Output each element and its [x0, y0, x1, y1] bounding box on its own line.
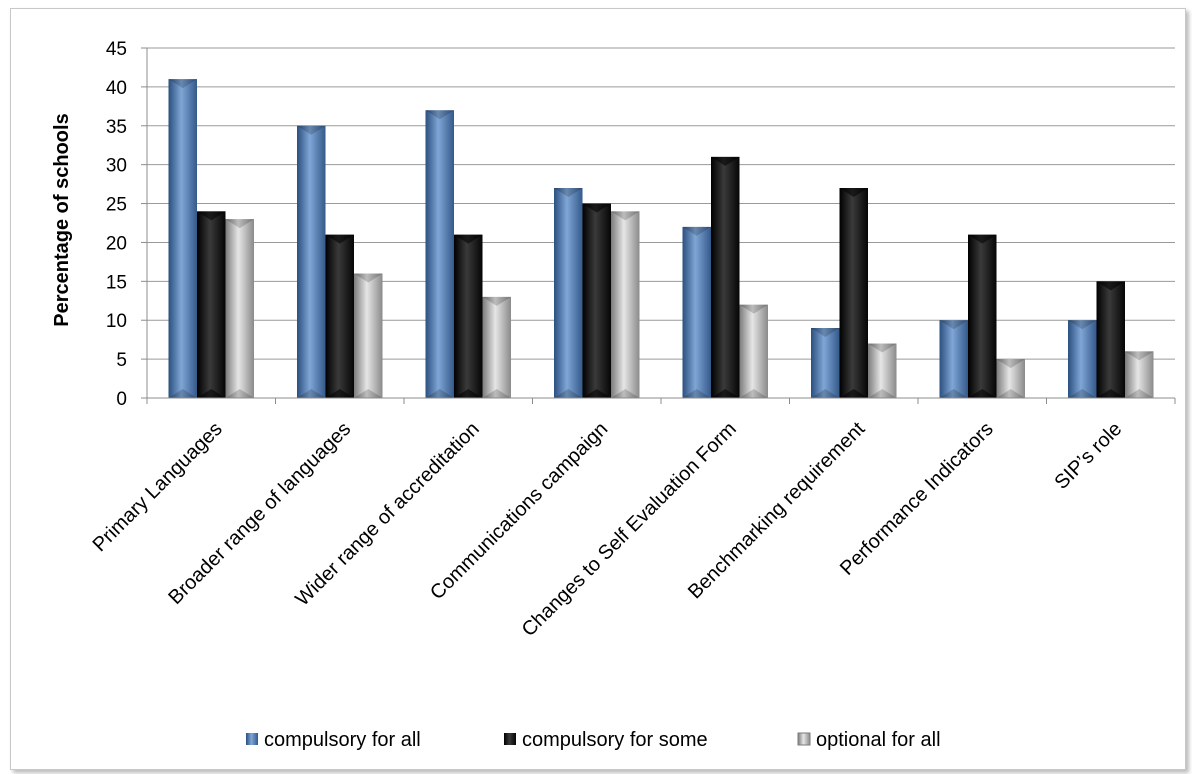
bar-2-3	[611, 211, 640, 398]
bar-0-3	[554, 188, 583, 398]
bar-1-0	[197, 211, 226, 398]
bar-bottom-bevel	[811, 389, 840, 398]
y-tick-label: 35	[106, 117, 127, 138]
bar-2-1	[354, 273, 383, 398]
bar-bottom-bevel	[868, 389, 897, 398]
bar-top-bevel	[554, 188, 583, 197]
legend-label: compulsory for some	[522, 729, 708, 751]
bar-1-6	[968, 234, 997, 398]
x-tick-label: Primary Languages	[89, 418, 227, 556]
bar-bottom-bevel	[325, 389, 354, 398]
y-tick-label: 40	[106, 78, 127, 99]
bar-top-bevel	[225, 219, 254, 229]
bar-bottom-bevel	[197, 389, 226, 398]
bar-1-4	[711, 156, 740, 398]
bar-bottom-bevel	[168, 389, 197, 398]
x-tick-label: Changes to Self Evaluation Form	[518, 418, 741, 641]
y-tick-label: 45	[106, 39, 127, 60]
bar-bottom-bevel	[225, 389, 254, 398]
y-tick-label: 20	[106, 233, 127, 254]
bar-top-bevel	[1125, 351, 1154, 361]
bar-bottom-bevel	[582, 389, 611, 398]
bar-0-6	[939, 320, 968, 398]
x-tick-label: SIP’s role	[1050, 418, 1126, 494]
bar-2-5	[868, 343, 897, 398]
bar-1-1	[325, 234, 354, 398]
bar-bottom-bevel	[354, 389, 383, 398]
legend-label: compulsory for all	[264, 729, 421, 751]
bar-0-1	[297, 125, 326, 399]
bar-top-bevel	[1068, 320, 1097, 330]
bar-top-bevel	[611, 211, 640, 221]
bar-top-bevel	[197, 211, 226, 221]
bar-bottom-bevel	[996, 389, 1025, 398]
bar-0-4	[682, 226, 711, 398]
bar-2-7	[1125, 351, 1154, 398]
bar-top-bevel	[996, 359, 1025, 369]
bar-2-6	[996, 359, 1025, 398]
bar-1-5	[839, 188, 868, 398]
bar-top-bevel	[425, 110, 454, 120]
legend-swatch	[504, 733, 516, 745]
bar-top-bevel	[325, 234, 354, 244]
y-tick-label: 30	[106, 156, 127, 177]
y-tick-label: 5	[116, 350, 127, 371]
legend-label: optional for all	[816, 729, 941, 751]
bar-top-bevel	[354, 273, 383, 283]
bar-bottom-bevel	[711, 389, 740, 398]
bar-bottom-bevel	[1125, 389, 1154, 398]
bar-bottom-bevel	[425, 389, 454, 398]
bar-top-bevel	[682, 226, 711, 236]
bar-top-bevel	[868, 343, 897, 353]
bar-2-2	[482, 296, 511, 398]
bar-top-bevel	[582, 203, 611, 213]
bar-top-bevel	[739, 304, 768, 314]
bar-1-2	[454, 234, 483, 398]
bar-top-bevel	[168, 79, 197, 89]
bar-bottom-bevel	[1068, 389, 1097, 398]
bar-top-bevel	[939, 320, 968, 330]
bar-top-bevel	[968, 234, 997, 244]
bar-1-3	[582, 203, 611, 398]
bar-bottom-bevel	[1096, 389, 1125, 398]
bar-bottom-bevel	[454, 389, 483, 398]
bar-bottom-bevel	[968, 389, 997, 398]
bar-top-bevel	[297, 125, 326, 135]
bar-bottom-bevel	[682, 389, 711, 398]
bar-bottom-bevel	[939, 389, 968, 398]
bar-top-bevel	[482, 296, 511, 306]
bar-2-4	[739, 304, 768, 398]
bar-top-bevel	[839, 188, 868, 197]
y-axis-label: Percentage of schools	[51, 113, 73, 326]
y-tick-label: 25	[106, 195, 127, 216]
bar-1-7	[1096, 281, 1125, 398]
bar-bottom-bevel	[739, 389, 768, 398]
bar-top-bevel	[711, 156, 740, 166]
bar-0-5	[811, 328, 840, 398]
y-tick-label: 15	[106, 272, 127, 293]
legend-swatch	[797, 732, 811, 746]
bar-top-bevel	[811, 328, 840, 337]
bar-bottom-bevel	[554, 389, 583, 398]
y-tick-label: 0	[116, 389, 127, 410]
bar-bottom-bevel	[839, 389, 868, 398]
bar-top-bevel	[454, 234, 483, 244]
bar-bottom-bevel	[482, 389, 511, 398]
bar-top-bevel	[1096, 281, 1125, 291]
bar-bottom-bevel	[611, 389, 640, 398]
bar-2-0	[225, 219, 254, 398]
bar-bottom-bevel	[297, 389, 326, 398]
bar-0-0	[168, 79, 197, 398]
legend-swatch	[246, 733, 258, 745]
bar-0-2	[425, 110, 454, 398]
y-tick-label: 10	[106, 311, 127, 332]
bar-0-7	[1068, 320, 1097, 398]
